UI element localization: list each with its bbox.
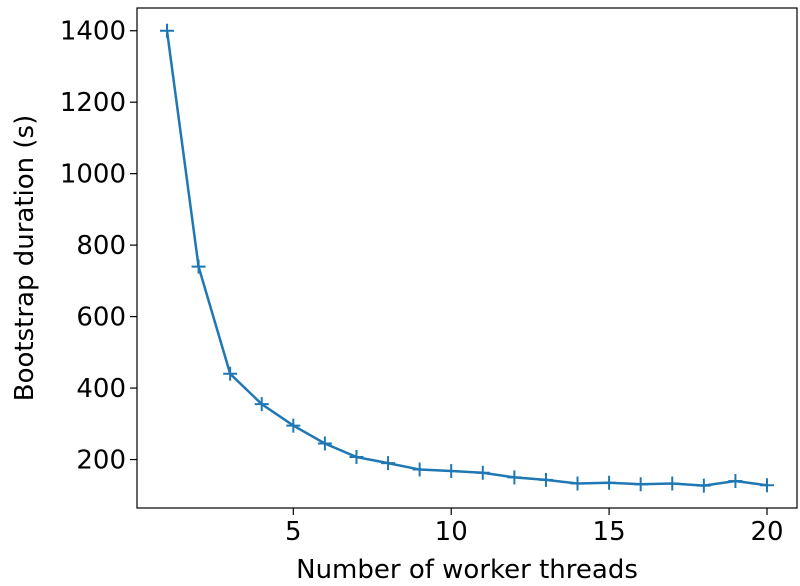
data-marker — [412, 462, 427, 477]
data-marker — [254, 397, 269, 412]
data-marker — [665, 476, 680, 491]
x-tick-label: 15 — [593, 517, 626, 547]
data-marker — [633, 477, 648, 492]
y-tick-label: 600 — [76, 303, 126, 333]
x-axis-label: Number of worker threads — [296, 555, 638, 585]
plot-frame — [136, 7, 798, 509]
data-marker — [570, 476, 585, 491]
data-marker — [191, 259, 206, 274]
x-tick-label: 5 — [285, 517, 302, 547]
data-marker — [444, 463, 459, 478]
data-marker — [728, 473, 743, 488]
data-marker — [760, 478, 774, 493]
data-marker — [381, 456, 396, 471]
data-marker — [507, 470, 522, 485]
data-marker — [538, 472, 553, 487]
data-marker — [223, 366, 238, 381]
data-marker — [696, 478, 711, 493]
x-tick-label: 20 — [750, 517, 783, 547]
data-marker — [160, 23, 174, 38]
y-tick-label: 1000 — [60, 160, 126, 190]
data-marker — [602, 475, 617, 490]
y-tick-label: 1400 — [60, 17, 126, 47]
data-marker — [475, 465, 490, 480]
data-marker — [349, 450, 364, 465]
y-tick-label: 400 — [76, 374, 126, 404]
data-marker — [286, 418, 301, 433]
y-axis-label: Bootstrap duration (s) — [10, 115, 40, 401]
data-marker — [317, 436, 332, 451]
y-tick-label: 1200 — [60, 88, 126, 118]
y-tick-label: 800 — [76, 231, 126, 261]
data-line — [165, 30, 768, 487]
x-tick-label: 10 — [435, 517, 468, 547]
y-tick-label: 200 — [76, 446, 126, 476]
